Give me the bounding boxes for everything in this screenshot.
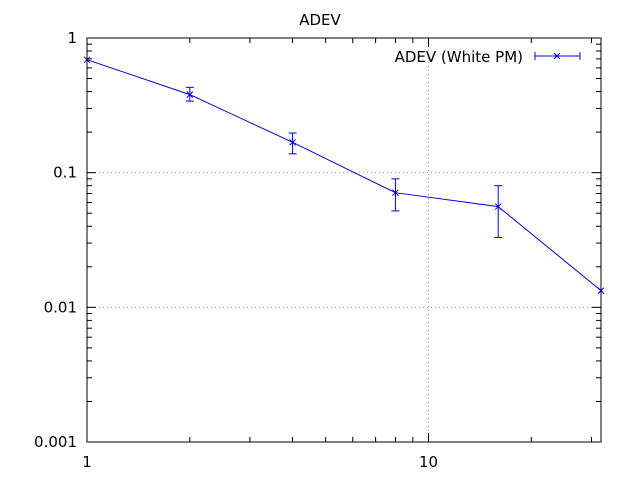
y-tick-label: 1 [67,29,77,47]
legend-sample [534,52,581,60]
point-marker [494,203,502,210]
y-tick-label: 0.001 [34,433,77,451]
legend: ADEV (White PM) [395,48,581,66]
point-marker [186,91,194,98]
axis-ticks: 0.001 0.01 0.1 1 1 10 [34,29,601,471]
data-point [392,189,399,197]
legend-marker [553,52,561,60]
y-tick-label: 0.1 [53,164,77,182]
data-point [494,203,502,210]
series-layer [83,56,605,295]
x-tick-label: 10 [419,453,438,471]
series-line [86,59,602,292]
point-marker [392,189,399,197]
legend-label: ADEV (White PM) [395,48,523,66]
data-point [186,91,194,98]
grid [87,38,601,442]
plot-frame [86,37,602,443]
data-point [289,138,296,146]
point-marker [289,138,296,146]
y-tick-label: 0.01 [44,298,77,316]
x-tick-label: 1 [82,453,92,471]
chart-title: ADEV [299,11,341,29]
